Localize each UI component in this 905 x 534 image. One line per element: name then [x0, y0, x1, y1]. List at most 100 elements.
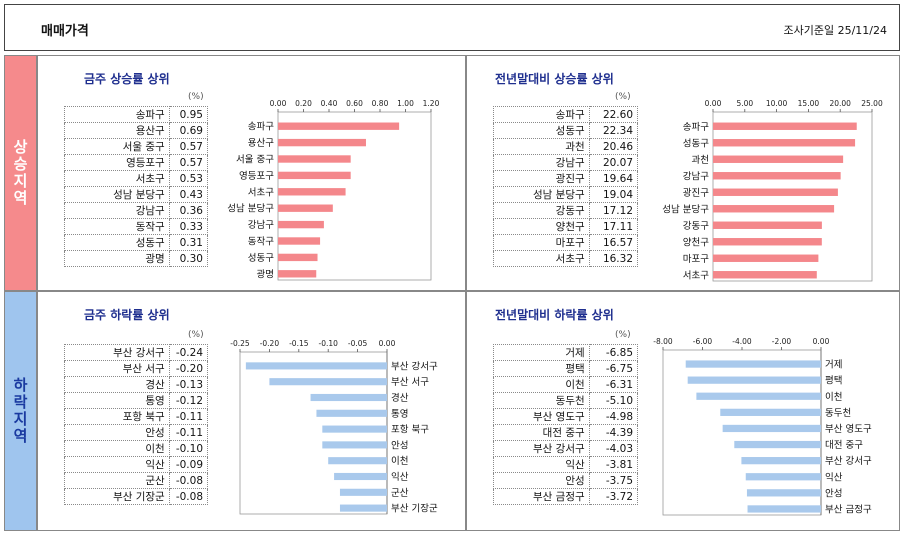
category-label: 성남 분당구 [227, 204, 274, 215]
category-label: 광명 [257, 268, 274, 280]
bar [713, 271, 817, 279]
table-row: 익산 -3.81 [493, 456, 639, 473]
change-value: 19.64 [588, 170, 639, 187]
category-label: 송파구 [683, 122, 709, 133]
region-name: 평택 [493, 360, 590, 377]
table-row: 포항 북구 -0.11 [64, 408, 209, 425]
bar [687, 376, 821, 384]
category-label: 과천 [692, 155, 709, 166]
category-label: 익산 [391, 471, 409, 483]
weekly-fall-panel: 금주 하락률 상위 (%) 부산 강서구 -0.24 부산 서구 -0.20 경산 -0.13… [37, 291, 466, 531]
category-label: 이천 [825, 392, 842, 403]
change-value: 0.95 [168, 106, 209, 123]
change-value: -0.08 [168, 488, 209, 505]
table-row: 송파구 22.60 [493, 106, 639, 123]
change-value: 16.32 [588, 250, 639, 267]
region-name: 광명 [64, 250, 170, 267]
bar [316, 409, 387, 417]
category-label: 성동구 [248, 253, 274, 264]
bar [747, 505, 821, 513]
tick-label: -0.20 [260, 339, 280, 348]
fall-region-label: 하락지역 [4, 291, 37, 531]
table-row: 광명 0.30 [64, 250, 209, 267]
change-value: 20.46 [588, 138, 639, 155]
change-value: -5.10 [588, 392, 639, 409]
table-row: 서초구 0.53 [64, 170, 209, 187]
table-row: 안성 -3.75 [493, 472, 639, 489]
region-name: 강남구 [493, 154, 590, 171]
bar [322, 425, 387, 433]
category-label: 광진구 [683, 187, 709, 199]
category-label: 거제 [825, 360, 842, 371]
unit-label: (%) [615, 330, 631, 340]
category-label: 영등포구 [239, 171, 274, 182]
region-name: 강동구 [493, 202, 590, 219]
table-row: 부산 강서구 -4.03 [493, 440, 639, 457]
table-row: 강동구 17.12 [493, 202, 639, 219]
change-value: 0.57 [168, 138, 209, 155]
change-value: -3.81 [588, 456, 639, 473]
category-label: 경산 [391, 392, 409, 404]
tick-label: -6.00 [693, 337, 713, 346]
ytd-fall-panel: 전년말대비 하락률 상위 (%) 거제 -6.85 평택 -6.75 이천 -6.31 동두천 -… [466, 291, 900, 531]
tick-label: 20.00 [829, 99, 851, 108]
table-row: 성동구 22.34 [493, 122, 639, 139]
tick-label: 1.00 [397, 99, 414, 108]
bar [685, 360, 821, 368]
change-value: -0.24 [168, 344, 209, 361]
region-name: 안성 [64, 424, 170, 441]
region-name: 광진구 [493, 170, 590, 187]
bar [696, 392, 821, 400]
category-label: 익산 [825, 471, 843, 483]
bar [278, 122, 400, 130]
region-name: 경산 [64, 376, 170, 393]
change-value: 0.30 [168, 250, 209, 267]
fall-region-text: 하락지역 [11, 377, 29, 445]
change-value: 0.43 [168, 186, 209, 203]
category-label: 부산 기장군 [391, 504, 438, 515]
region-name: 부산 기장군 [64, 488, 170, 505]
change-value: 17.12 [588, 202, 639, 219]
tick-label: -2.00 [772, 337, 792, 346]
tick-label: -0.15 [289, 339, 309, 348]
change-value: -4.39 [588, 424, 639, 441]
bar [278, 155, 351, 163]
region-name: 성동구 [493, 122, 590, 139]
panel-title: 금주 상승률 상위 [84, 72, 170, 86]
bar [310, 393, 387, 402]
category-label: 강동구 [683, 221, 709, 232]
category-label: 동두천 [825, 408, 851, 419]
region-name: 부산 강서구 [493, 440, 590, 457]
bar [713, 188, 838, 196]
bar [278, 138, 366, 147]
table-row: 부산 서구 -0.20 [64, 360, 209, 377]
ranking-table: 부산 강서구 -0.24 부산 서구 -0.20 경산 -0.13 통영 -0.12 포항 북구… [64, 344, 209, 505]
change-value: 0.53 [168, 170, 209, 187]
panel-title: 금주 하락률 상위 [84, 308, 170, 322]
table-row: 서울 중구 0.57 [64, 138, 209, 155]
change-value: -0.08 [168, 472, 209, 489]
table-row: 영등포구 0.57 [64, 154, 209, 171]
tick-label: -0.05 [348, 339, 368, 348]
region-name: 송파구 [64, 106, 170, 123]
change-value: -0.12 [168, 392, 209, 409]
bar [713, 172, 841, 180]
region-name: 양천구 [493, 218, 590, 235]
category-label: 성남 분당구 [662, 204, 709, 215]
change-value: 22.60 [588, 106, 639, 123]
table-row: 군산 -0.08 [64, 472, 209, 489]
change-value: -0.20 [168, 360, 209, 377]
tick-label: 0.00 [813, 337, 830, 346]
table-row: 서초구 16.32 [493, 250, 639, 267]
ranking-table: 송파구 22.60 성동구 22.34 과천 20.46 강남구 20.07 광진구 19.64 성… [493, 106, 639, 267]
bar [713, 221, 822, 229]
bar [278, 188, 346, 196]
region-name: 부산 금정구 [493, 488, 590, 505]
change-value: 0.36 [168, 202, 209, 219]
region-name: 익산 [493, 456, 590, 473]
table-row: 성남 분당구 19.04 [493, 186, 639, 203]
tick-label: 15.00 [798, 99, 820, 108]
category-label: 성동구 [683, 138, 709, 149]
category-label: 이천 [391, 456, 408, 467]
